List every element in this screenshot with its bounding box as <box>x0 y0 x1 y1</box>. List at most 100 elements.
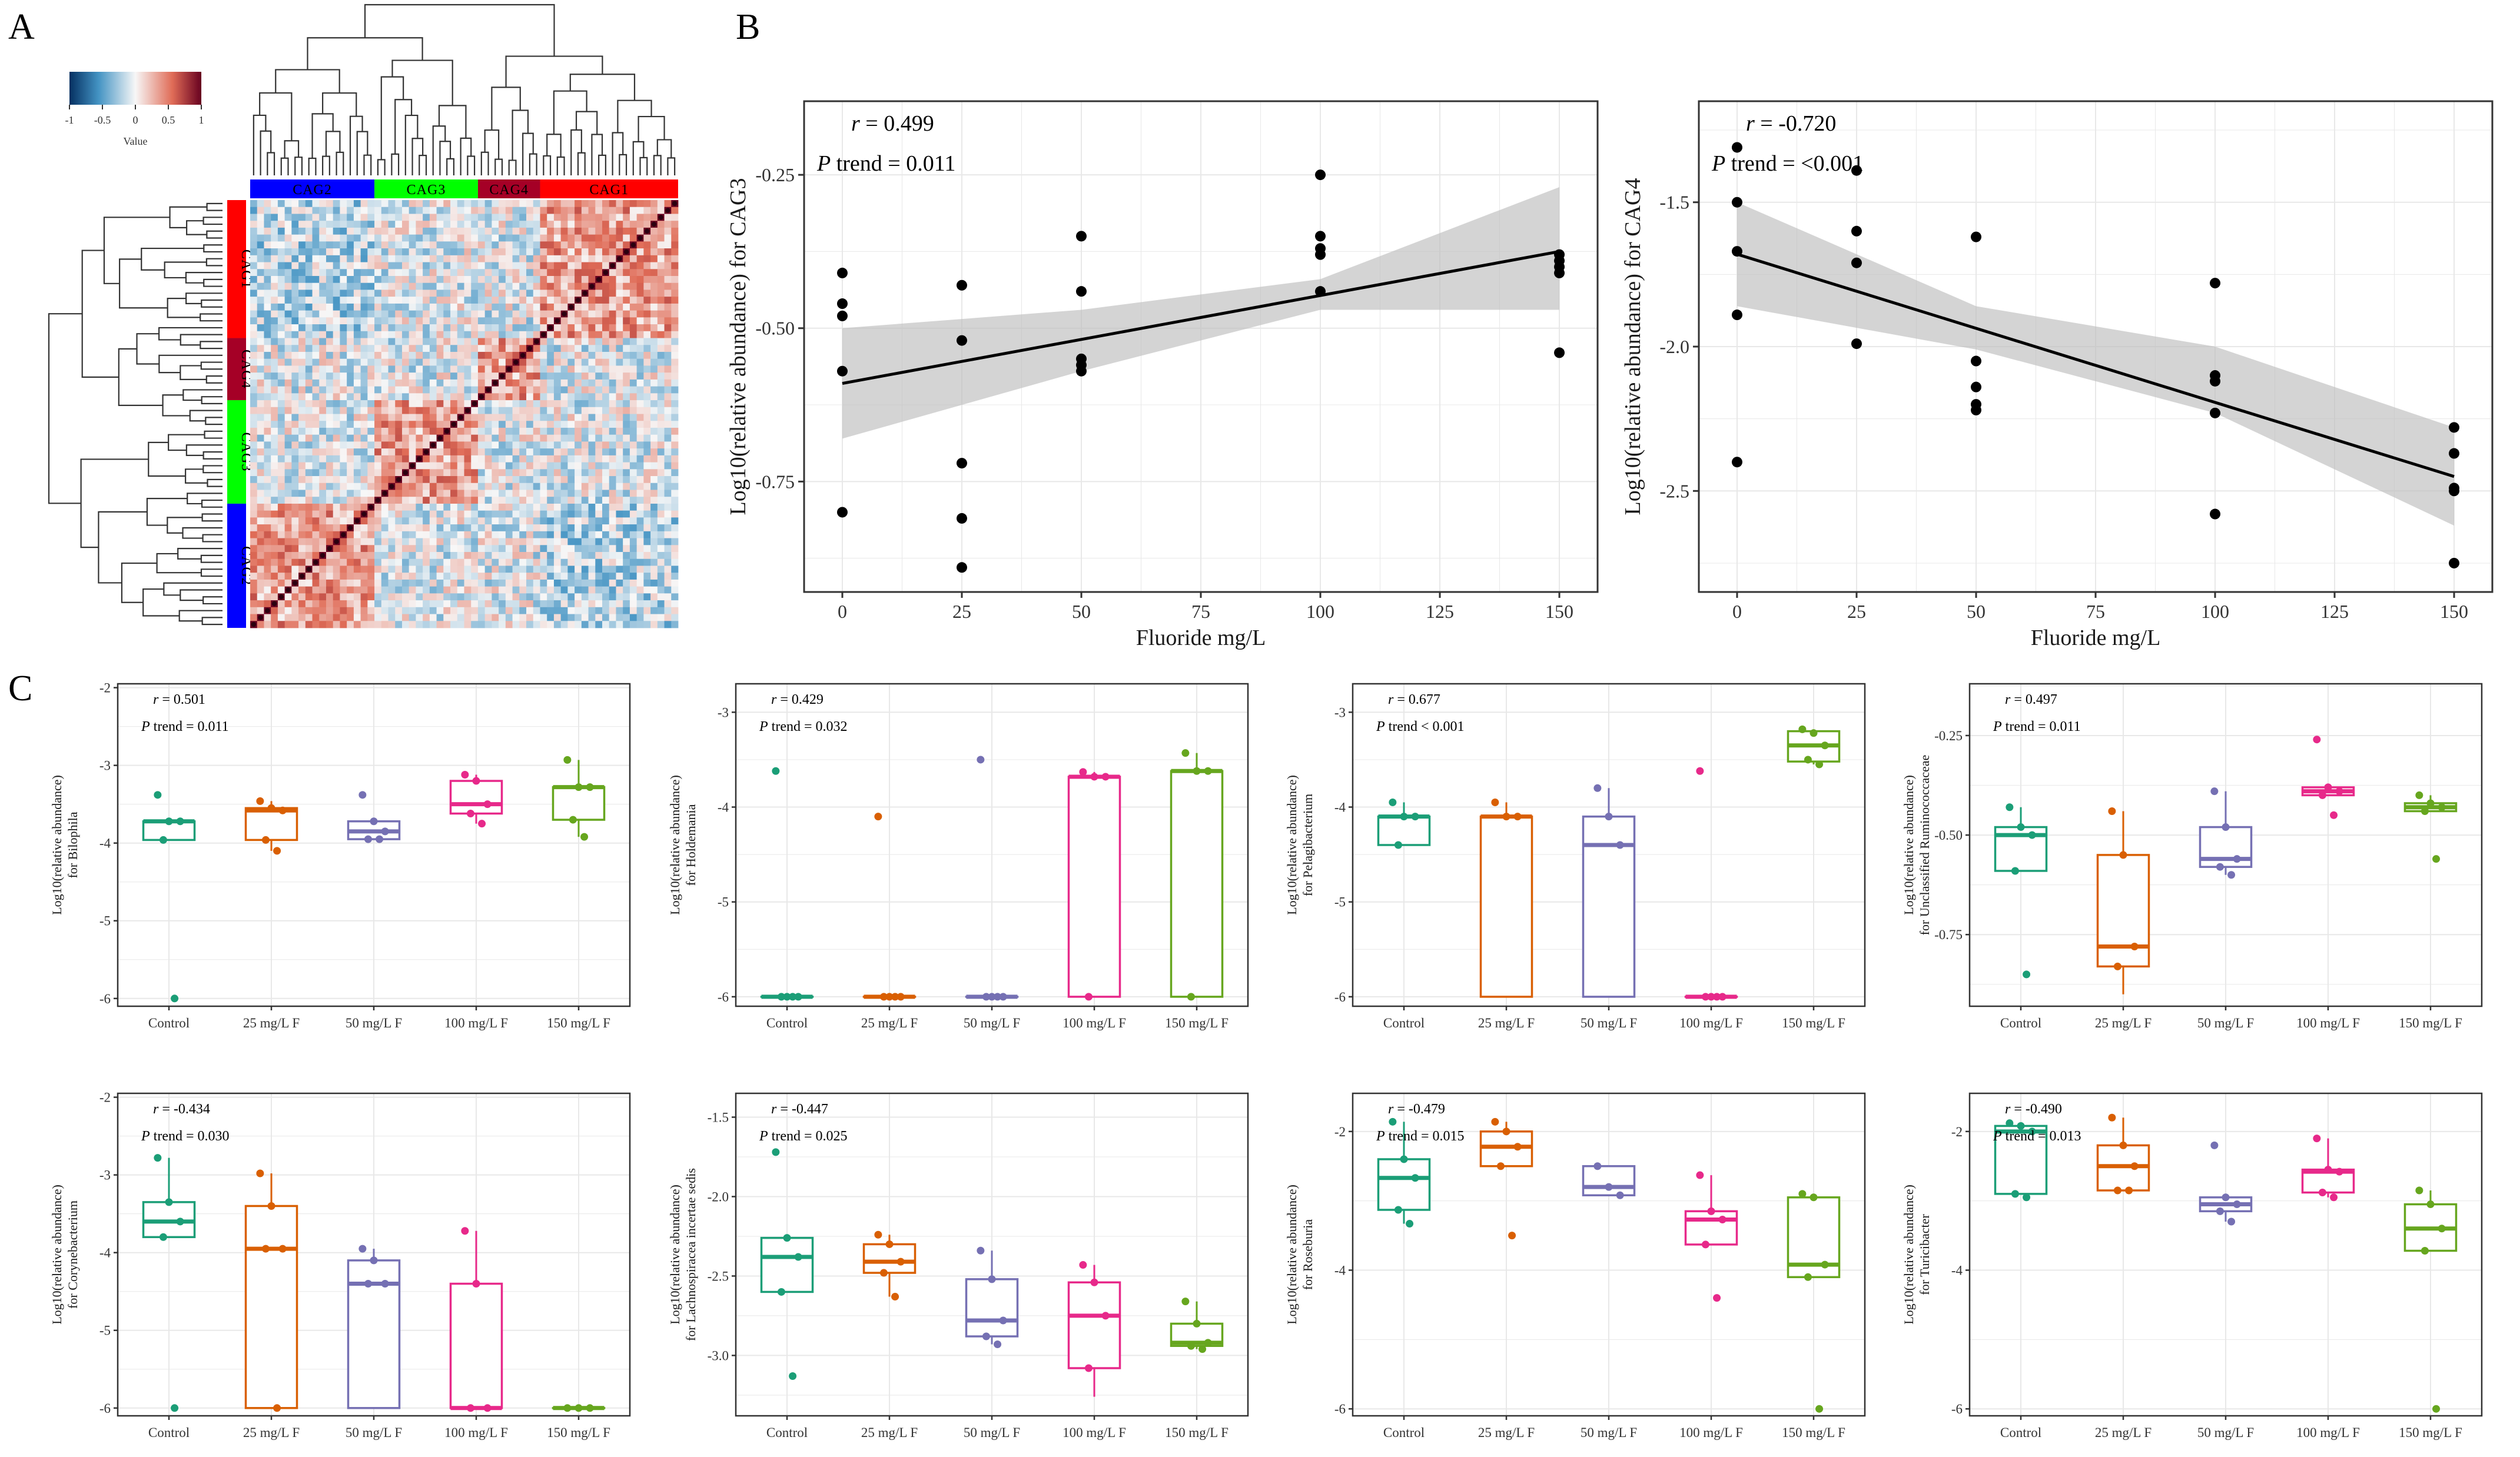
heatmap-cell <box>416 324 423 331</box>
heatmap-cell <box>609 421 616 428</box>
heatmap-cell <box>257 228 264 235</box>
y-tick-label: -4 <box>718 800 729 815</box>
diagonal-dot <box>382 491 387 495</box>
heatmap-cell <box>333 324 340 331</box>
heatmap-cell <box>665 490 672 497</box>
p-trend-annotation: P trend = 0.011 <box>1993 719 2081 734</box>
heatmap-cell <box>526 421 533 428</box>
heatmap-cell <box>609 441 616 448</box>
heatmap-cell <box>416 297 423 304</box>
heatmap-cell <box>354 421 361 428</box>
heatmap-cell <box>671 221 678 228</box>
heatmap-cell <box>450 248 457 255</box>
heatmap-cell <box>561 559 568 566</box>
data-point <box>1085 1365 1093 1372</box>
heatmap-cell <box>340 517 347 524</box>
heatmap-cell <box>471 380 478 387</box>
heatmap-cell <box>416 338 423 345</box>
heatmap-cell <box>540 552 547 559</box>
heatmap-cell <box>381 311 389 318</box>
diagonal-dot <box>361 511 366 516</box>
heatmap-cell <box>278 414 285 421</box>
heatmap-cell <box>257 200 264 207</box>
box <box>1069 1282 1120 1368</box>
heatmap-cell <box>533 248 540 255</box>
heatmap-cell <box>457 517 464 524</box>
heatmap-cell <box>313 352 320 359</box>
heatmap-cell <box>326 380 333 387</box>
heatmap-cell <box>533 469 540 476</box>
heatmap-cell <box>367 387 374 394</box>
heatmap-cell <box>347 414 354 421</box>
heatmap-cell <box>347 387 354 394</box>
heatmap-cell <box>540 614 547 621</box>
heatmap-cell <box>595 573 602 580</box>
heatmap-cell <box>326 552 333 559</box>
heatmap-cell <box>575 448 582 455</box>
heatmap-cell <box>609 221 616 228</box>
heatmap-cell <box>582 559 589 566</box>
heatmap-cell <box>485 269 492 276</box>
heatmap-cell <box>492 490 499 497</box>
heatmap-cell <box>340 511 347 518</box>
heatmap-cell <box>409 221 416 228</box>
data-point <box>1503 813 1510 820</box>
heatmap-cell <box>464 504 472 511</box>
heatmap-cell <box>340 476 347 483</box>
heatmap-cell <box>430 476 437 483</box>
heatmap-cell <box>361 614 368 621</box>
heatmap-cell <box>285 614 292 621</box>
heatmap-cell <box>306 324 313 331</box>
heatmap-cell <box>471 255 478 262</box>
legend-gradient-bar <box>69 72 201 105</box>
heatmap-cell <box>340 269 347 276</box>
heatmap-cell <box>437 393 444 400</box>
heatmap-cell <box>554 228 561 235</box>
heatmap-cell <box>671 504 678 511</box>
heatmap-cell <box>471 324 478 331</box>
heatmap-cell <box>595 393 602 400</box>
heatmap-cell <box>478 221 485 228</box>
heatmap-cell <box>326 414 333 421</box>
diagonal-dot <box>513 360 518 364</box>
heatmap-cell <box>533 400 540 407</box>
heatmap-cell <box>257 559 264 566</box>
heatmap-cell <box>340 228 347 235</box>
heatmap-cell <box>264 614 271 621</box>
heatmap-cell <box>374 565 381 573</box>
heatmap-cell <box>381 380 389 387</box>
heatmap-cell <box>306 200 313 207</box>
heatmap-cell <box>291 441 298 448</box>
diagonal-dot <box>334 539 338 544</box>
heatmap-cell <box>623 297 630 304</box>
heatmap-cell <box>492 393 499 400</box>
heatmap-cell <box>340 248 347 255</box>
diagonal-dot <box>348 525 353 530</box>
heatmap-cell <box>257 290 264 297</box>
heatmap-cell <box>257 607 264 614</box>
heatmap-cell <box>616 587 623 594</box>
heatmap-cell <box>374 380 381 387</box>
heatmap-cell <box>589 476 596 483</box>
heatmap-cell <box>306 352 313 359</box>
heatmap-cell <box>340 545 347 552</box>
heatmap-cell <box>402 207 409 214</box>
heatmap-cell <box>602 345 609 352</box>
heatmap-cell <box>306 317 313 324</box>
heatmap-cell <box>443 463 450 470</box>
heatmap-cell <box>298 269 306 276</box>
heatmap-cell <box>589 380 596 387</box>
heatmap-cell <box>567 448 575 455</box>
heatmap-cell <box>506 490 513 497</box>
heatmap-cell <box>416 345 423 352</box>
heatmap-cell <box>354 262 361 270</box>
heatmap-cell <box>575 365 582 372</box>
heatmap-cell <box>478 352 485 359</box>
heatmap-cell <box>278 269 285 276</box>
heatmap-cell <box>381 511 389 518</box>
heatmap-cell <box>333 531 340 538</box>
heatmap-cell <box>609 241 616 248</box>
heatmap-cell <box>623 490 630 497</box>
heatmap-cell <box>326 228 333 235</box>
heatmap-cell <box>354 311 361 318</box>
